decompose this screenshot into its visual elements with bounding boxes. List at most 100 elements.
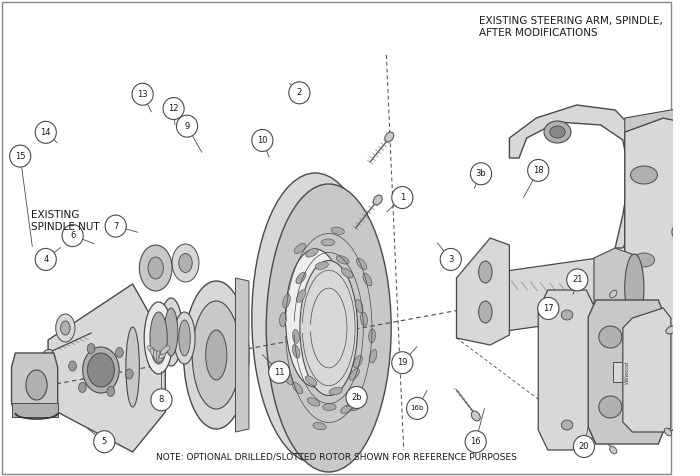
Polygon shape: [624, 108, 687, 132]
Ellipse shape: [356, 299, 363, 313]
Polygon shape: [11, 403, 57, 417]
Ellipse shape: [61, 321, 70, 335]
Ellipse shape: [56, 314, 75, 342]
Text: 12: 12: [168, 104, 178, 113]
Ellipse shape: [43, 349, 52, 357]
Ellipse shape: [356, 258, 367, 269]
Ellipse shape: [279, 313, 286, 327]
Ellipse shape: [148, 257, 163, 279]
Text: 7: 7: [113, 222, 118, 230]
Ellipse shape: [160, 348, 167, 359]
Circle shape: [538, 298, 559, 319]
Text: 13: 13: [137, 90, 148, 99]
Ellipse shape: [88, 353, 114, 387]
Text: 16: 16: [470, 437, 481, 446]
Text: Wilwood: Wilwood: [624, 360, 629, 384]
Circle shape: [62, 225, 83, 247]
Ellipse shape: [666, 326, 676, 334]
Ellipse shape: [147, 346, 157, 354]
Text: 3b: 3b: [476, 169, 486, 178]
Ellipse shape: [158, 350, 164, 362]
Ellipse shape: [296, 272, 306, 284]
Polygon shape: [624, 118, 682, 432]
Ellipse shape: [329, 387, 342, 395]
Circle shape: [407, 397, 428, 419]
Ellipse shape: [160, 298, 183, 366]
Ellipse shape: [321, 239, 335, 246]
Ellipse shape: [561, 420, 573, 430]
Ellipse shape: [323, 404, 336, 410]
Text: 14: 14: [41, 128, 51, 137]
Circle shape: [151, 389, 172, 411]
Circle shape: [573, 436, 594, 457]
Circle shape: [269, 361, 290, 383]
Ellipse shape: [88, 344, 95, 354]
Text: 2: 2: [297, 89, 302, 97]
Polygon shape: [594, 248, 634, 325]
Circle shape: [35, 121, 56, 143]
Circle shape: [440, 248, 461, 270]
Ellipse shape: [126, 327, 139, 407]
Ellipse shape: [69, 361, 76, 371]
Bar: [613, 362, 650, 382]
Ellipse shape: [351, 401, 363, 411]
Ellipse shape: [373, 195, 382, 205]
Ellipse shape: [315, 262, 328, 269]
Circle shape: [465, 431, 486, 453]
Ellipse shape: [193, 301, 240, 409]
Polygon shape: [623, 308, 671, 432]
Ellipse shape: [183, 281, 249, 429]
Ellipse shape: [544, 121, 571, 143]
Polygon shape: [588, 300, 665, 444]
Ellipse shape: [125, 369, 133, 379]
Ellipse shape: [369, 329, 375, 343]
Circle shape: [35, 248, 56, 270]
Circle shape: [289, 82, 310, 104]
Polygon shape: [48, 284, 165, 452]
Circle shape: [163, 98, 184, 119]
Ellipse shape: [284, 372, 293, 385]
Circle shape: [94, 431, 115, 453]
Circle shape: [10, 145, 31, 167]
Ellipse shape: [116, 347, 123, 357]
Ellipse shape: [107, 387, 115, 397]
Ellipse shape: [385, 132, 394, 142]
Ellipse shape: [293, 383, 303, 394]
Ellipse shape: [293, 345, 300, 358]
Ellipse shape: [598, 326, 622, 348]
Text: 8: 8: [159, 396, 164, 404]
Ellipse shape: [634, 253, 654, 267]
Ellipse shape: [300, 260, 358, 396]
Circle shape: [392, 187, 413, 208]
Circle shape: [567, 269, 588, 291]
Ellipse shape: [313, 423, 326, 430]
Text: EXISTING
SPINDLE NUT: EXISTING SPINDLE NUT: [31, 210, 99, 232]
Circle shape: [470, 163, 491, 185]
Circle shape: [528, 159, 549, 181]
Ellipse shape: [349, 368, 359, 380]
Text: 15: 15: [15, 152, 25, 160]
Ellipse shape: [293, 329, 300, 343]
Polygon shape: [456, 258, 615, 338]
Text: 9: 9: [184, 122, 190, 130]
Text: 5: 5: [102, 437, 107, 446]
Ellipse shape: [160, 346, 170, 354]
Ellipse shape: [78, 382, 86, 393]
Ellipse shape: [370, 349, 377, 363]
Text: 4: 4: [43, 255, 48, 264]
Text: 6: 6: [70, 231, 76, 240]
Ellipse shape: [664, 428, 671, 436]
Ellipse shape: [354, 356, 363, 368]
Text: 19: 19: [397, 358, 407, 367]
Ellipse shape: [307, 398, 320, 406]
Ellipse shape: [294, 243, 306, 253]
Text: 17: 17: [543, 304, 554, 313]
Ellipse shape: [610, 290, 617, 298]
Ellipse shape: [83, 347, 119, 393]
Text: 21: 21: [572, 276, 582, 284]
Text: 3: 3: [448, 255, 454, 264]
Ellipse shape: [634, 373, 654, 387]
Circle shape: [176, 115, 197, 137]
Ellipse shape: [150, 312, 167, 364]
Text: 1: 1: [400, 193, 405, 202]
